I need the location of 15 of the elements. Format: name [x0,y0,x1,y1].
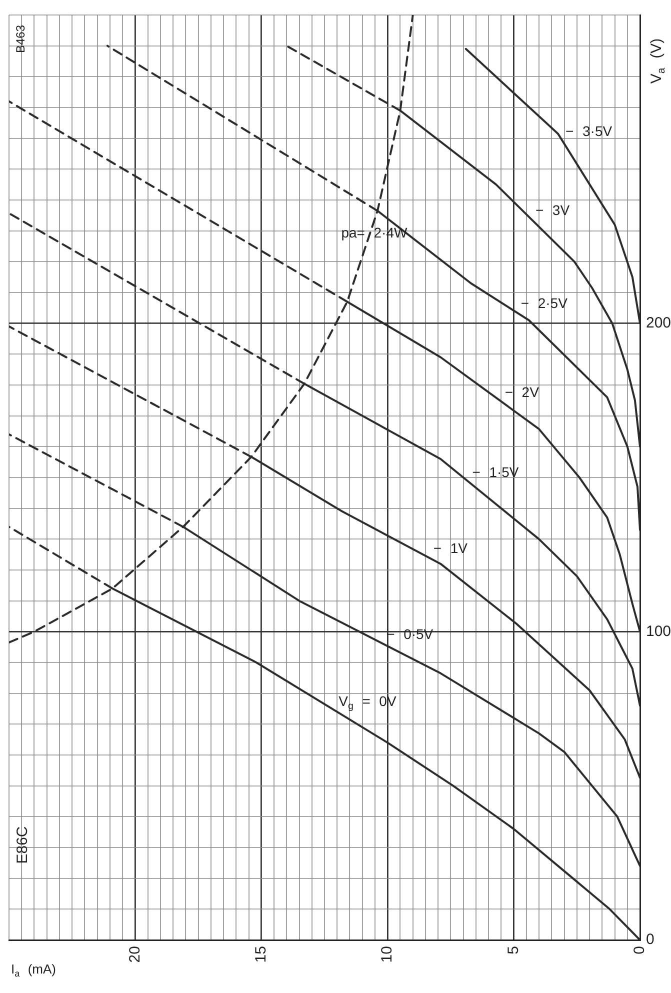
x-tick-label: 5 [504,946,522,954]
series-label: − 2·5V [520,295,568,312]
y-tick-label: 100 [646,622,671,640]
series-label: − 2V [504,384,540,400]
text: E86C [14,826,32,864]
annotation: B463 [13,24,28,54]
y-tick-label: 200 [646,314,671,332]
x-tick-label: 15 [252,946,270,963]
y-axis-title: Va (V) [648,38,668,84]
series-label: − 1V [433,540,468,556]
series-label: − 3·5V [566,122,613,139]
x-tick-label: 20 [126,946,144,963]
series-label: − 3V [535,202,570,218]
x-tick-label: 0 [631,946,648,954]
x-tick-label: 10 [378,946,396,963]
